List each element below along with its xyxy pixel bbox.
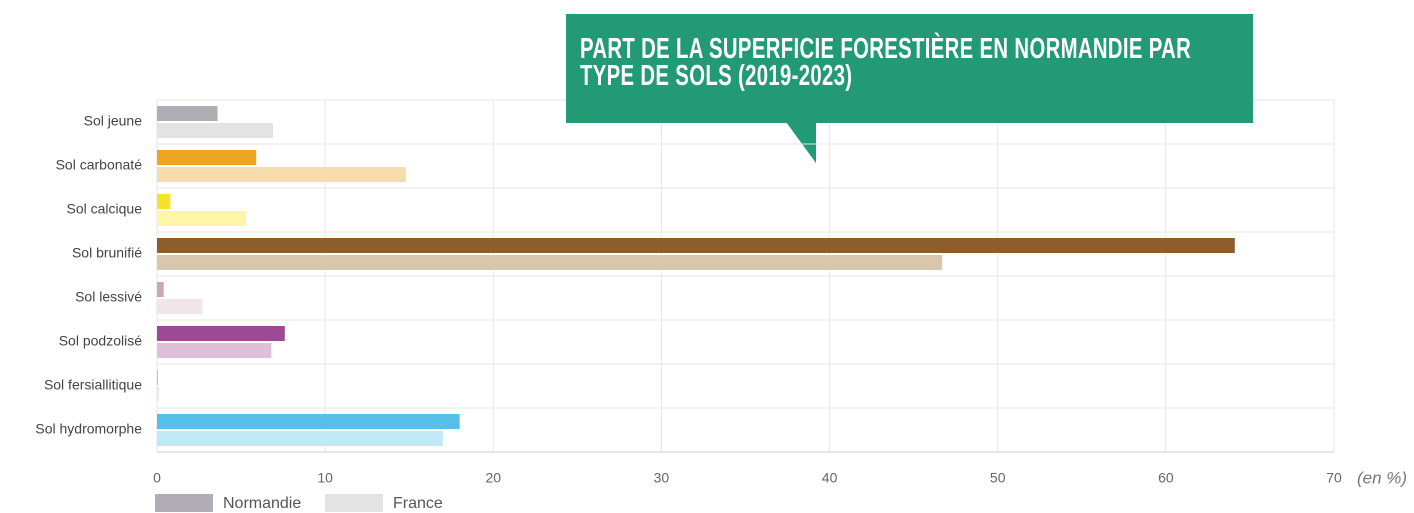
- legend-swatch: [155, 494, 213, 512]
- x-tick-label: 20: [485, 470, 501, 486]
- x-tick-label: 10: [317, 470, 333, 486]
- title-box: PART DE LA SUPERFICIE FORESTIÈRE EN NORM…: [566, 14, 1253, 123]
- bar: [157, 414, 460, 429]
- callout-pointer: [786, 122, 816, 163]
- x-tick-label: 70: [1326, 470, 1342, 486]
- y-tick-label: Sol podzolisé: [59, 333, 142, 349]
- y-tick-label: Sol carbonaté: [56, 157, 143, 173]
- bar: [157, 238, 1235, 253]
- bar: [157, 106, 218, 121]
- chart-title: PART DE LA SUPERFICIE FORESTIÈRE EN NORM…: [580, 33, 1192, 92]
- bar: [157, 326, 285, 341]
- y-tick-label: Sol calcique: [67, 201, 143, 217]
- x-tick-label: 40: [822, 470, 838, 486]
- bar: [157, 150, 257, 165]
- bar: [157, 255, 943, 270]
- y-tick-label: Sol hydromorphe: [35, 421, 142, 437]
- legend-swatch: [325, 494, 383, 512]
- bar: [157, 194, 171, 209]
- x-tick-label: 30: [654, 470, 670, 486]
- x-tick-label: 60: [1158, 470, 1174, 486]
- x-tick-label: 50: [990, 470, 1006, 486]
- bar: [157, 387, 159, 402]
- bar: [157, 123, 274, 138]
- bar: [157, 282, 164, 297]
- y-tick-label: Sol jeune: [84, 113, 143, 129]
- y-tick-label: Sol lessivé: [75, 289, 142, 305]
- bar: [157, 370, 158, 385]
- y-tick-label: Sol fersiallitique: [44, 377, 142, 393]
- x-axis-label: (en %): [1357, 468, 1407, 487]
- bar: [157, 167, 406, 182]
- bar: [157, 343, 272, 358]
- y-tick-label: Sol brunifié: [72, 245, 142, 261]
- legend-label: Normandie: [223, 495, 301, 512]
- bar: [157, 211, 247, 226]
- legend-label: France: [393, 495, 443, 512]
- x-tick-label: 0: [153, 470, 161, 486]
- bar: [157, 299, 203, 314]
- bar: [157, 431, 443, 446]
